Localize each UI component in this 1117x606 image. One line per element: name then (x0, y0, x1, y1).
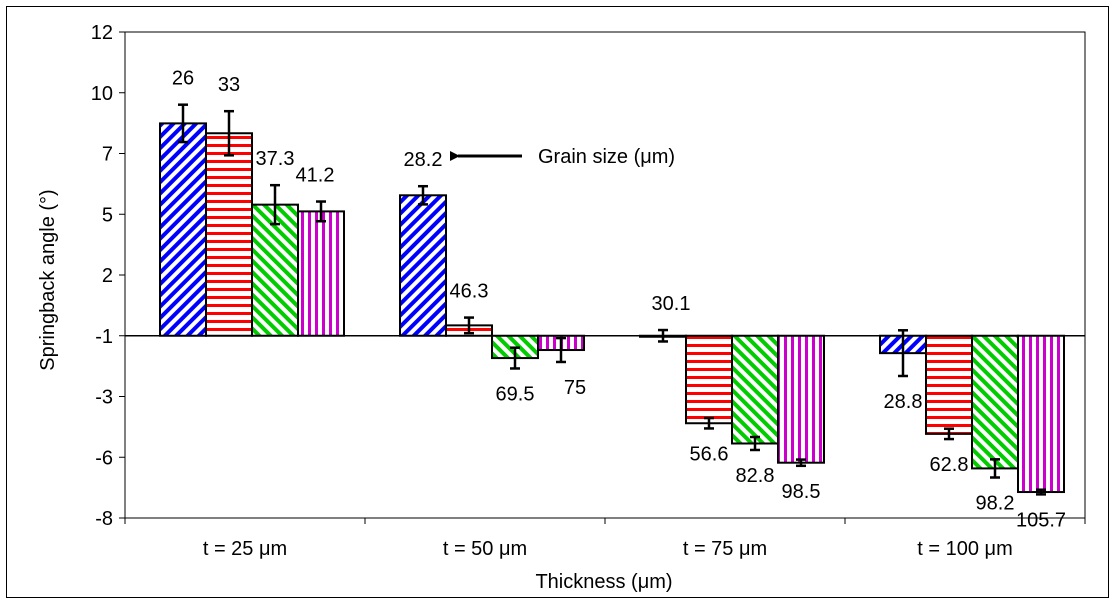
y-tick-label: -1 (95, 326, 113, 348)
data-label: 56.6 (690, 443, 729, 465)
data-label: 28.2 (404, 149, 443, 171)
chart-frame (6, 6, 1109, 598)
data-label: 28.8 (884, 391, 923, 413)
data-label: 26 (172, 68, 194, 90)
data-label: 75 (564, 377, 586, 399)
bar (1017, 334, 1065, 494)
data-label: 30.1 (652, 293, 691, 315)
x-tick-label: t = 100 μm (917, 538, 1012, 560)
x-axis-label: Thickness (μm) (535, 571, 672, 593)
y-tick-label: 10 (91, 83, 113, 105)
bar (399, 194, 447, 337)
bar (777, 334, 825, 464)
annotation-label: Grain size (μm) (538, 146, 675, 168)
y-tick-label: -6 (95, 447, 113, 469)
x-tick-label: t = 50 μm (443, 538, 527, 560)
y-tick-label: 2 (102, 265, 113, 287)
y-axis-label: Springback angle (°) (37, 189, 59, 370)
bar (685, 334, 733, 425)
data-label: 62.8 (930, 454, 969, 476)
x-tick-label: t = 75 μm (683, 538, 767, 560)
data-label: 69.5 (496, 383, 535, 405)
y-tick-label: 7 (102, 144, 113, 166)
data-label: 105.7 (1016, 509, 1066, 531)
bar (159, 122, 207, 337)
data-label: 33 (218, 74, 240, 96)
bar (205, 132, 253, 337)
bar (731, 334, 779, 445)
bar (925, 334, 973, 435)
data-label: 98.2 (976, 493, 1015, 515)
data-label: 46.3 (450, 281, 489, 303)
data-label: 41.2 (296, 165, 335, 187)
bar (971, 334, 1019, 470)
y-tick-label: -3 (95, 387, 113, 409)
bar (297, 210, 345, 337)
x-tick-label: t = 25 μm (203, 538, 287, 560)
data-label: 98.5 (782, 481, 821, 503)
data-label: 37.3 (256, 148, 295, 170)
y-tick-label: -8 (95, 508, 113, 530)
y-tick-label: 12 (91, 22, 113, 44)
y-tick-label: 5 (102, 204, 113, 226)
data-label: 82.8 (736, 465, 775, 487)
